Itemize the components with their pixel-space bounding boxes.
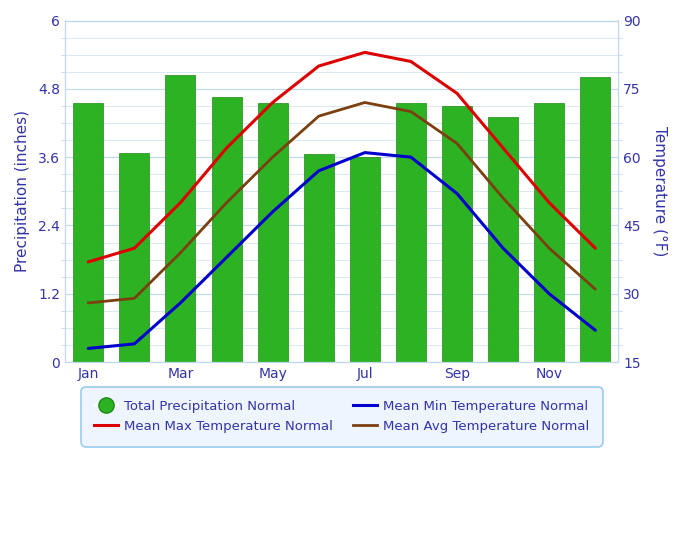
Bar: [258, 103, 288, 362]
Bar: [580, 78, 610, 362]
Bar: [396, 103, 426, 362]
Bar: [119, 152, 149, 362]
Y-axis label: Precipitation (inches): Precipitation (inches): [15, 111, 30, 272]
Bar: [488, 117, 518, 362]
Bar: [166, 75, 196, 362]
Y-axis label: Temperature (°F): Temperature (°F): [652, 126, 667, 256]
Bar: [73, 103, 103, 362]
Bar: [442, 106, 472, 362]
Bar: [350, 157, 380, 362]
Bar: [211, 97, 241, 362]
Legend: Total Precipitation Normal, Mean Max Temperature Normal, Mean Min Temperature No: Total Precipitation Normal, Mean Max Tem…: [85, 390, 599, 443]
Bar: [303, 155, 333, 362]
Bar: [534, 103, 564, 362]
